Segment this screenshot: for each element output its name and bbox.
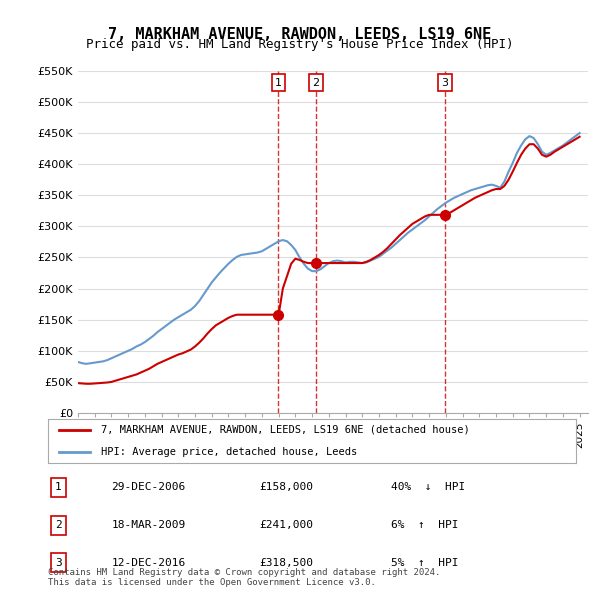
Text: 3: 3 [55, 558, 62, 568]
Text: 18-MAR-2009: 18-MAR-2009 [112, 520, 185, 530]
Text: HPI: Average price, detached house, Leeds: HPI: Average price, detached house, Leed… [101, 447, 357, 457]
Text: Contains HM Land Registry data © Crown copyright and database right 2024.
This d: Contains HM Land Registry data © Crown c… [48, 568, 440, 587]
Text: £241,000: £241,000 [259, 520, 313, 530]
Text: 6%  ↑  HPI: 6% ↑ HPI [391, 520, 459, 530]
Text: 12-DEC-2016: 12-DEC-2016 [112, 558, 185, 568]
Text: 5%  ↑  HPI: 5% ↑ HPI [391, 558, 459, 568]
Text: 7, MARKHAM AVENUE, RAWDON, LEEDS, LS19 6NE: 7, MARKHAM AVENUE, RAWDON, LEEDS, LS19 6… [109, 27, 491, 41]
Text: 2: 2 [55, 520, 62, 530]
Text: Price paid vs. HM Land Registry's House Price Index (HPI): Price paid vs. HM Land Registry's House … [86, 38, 514, 51]
Text: 2: 2 [312, 78, 319, 88]
Text: 1: 1 [275, 78, 282, 88]
Text: 1: 1 [55, 483, 62, 492]
Text: 7, MARKHAM AVENUE, RAWDON, LEEDS, LS19 6NE (detached house): 7, MARKHAM AVENUE, RAWDON, LEEDS, LS19 6… [101, 425, 470, 435]
Text: 40%  ↓  HPI: 40% ↓ HPI [391, 483, 466, 492]
Text: 29-DEC-2006: 29-DEC-2006 [112, 483, 185, 492]
Text: £318,500: £318,500 [259, 558, 313, 568]
Text: 3: 3 [442, 78, 449, 88]
Text: £158,000: £158,000 [259, 483, 313, 492]
